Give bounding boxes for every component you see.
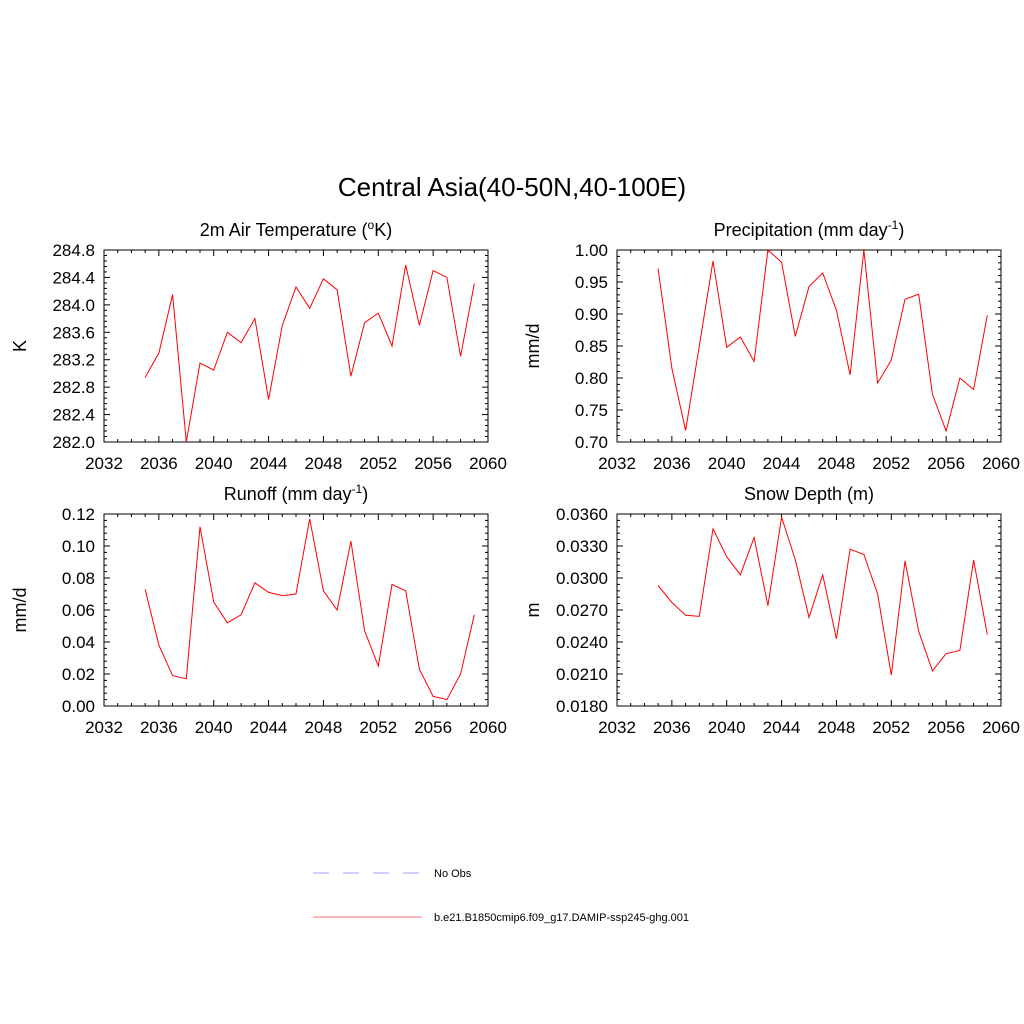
x-tick-label: 2052 xyxy=(359,454,397,473)
panel-title-text: Snow Depth (m) xyxy=(744,484,874,504)
x-tick-label: 2040 xyxy=(708,718,746,737)
y-tick-label: 0.0240 xyxy=(556,633,608,652)
panels: 2032 2036 2040 2044 2048 2052 2056 2060 282.0 282… xyxy=(10,218,1020,737)
x-tick-label: 2056 xyxy=(927,718,965,737)
series-line xyxy=(144,518,475,701)
series-line xyxy=(657,248,988,433)
y-tick-label: 0.0300 xyxy=(556,569,608,588)
x-tick-label: 2052 xyxy=(359,718,397,737)
y-tick-label: 0.00 xyxy=(62,697,95,716)
series-line xyxy=(657,517,988,676)
y-tick-label: 283.6 xyxy=(52,323,95,342)
y-tick-label: 0.70 xyxy=(575,433,608,452)
panel-title-suffix: K) xyxy=(374,220,392,240)
panel-title-suffix: ) xyxy=(362,484,368,504)
x-tick-label: 2036 xyxy=(653,718,691,737)
y-tick-label: 284.0 xyxy=(52,296,95,315)
x-tick-label: 2060 xyxy=(982,454,1020,473)
x-tick-label: 2040 xyxy=(195,454,233,473)
y-tick-label: 0.0180 xyxy=(556,697,608,716)
panel-0: 2032 2036 2040 2044 2048 2052 2056 2060 282.0 282… xyxy=(10,218,507,473)
x-tick-label: 2048 xyxy=(818,718,856,737)
x-tick-label: 2036 xyxy=(653,454,691,473)
panel-title-text: Runoff (mm day xyxy=(224,484,352,504)
y-tick-label: 283.2 xyxy=(52,351,95,370)
y-axis-label: m xyxy=(523,603,543,618)
panel-title: 2m Air Temperature (oK) xyxy=(200,218,392,240)
x-tick-label: 2044 xyxy=(250,718,288,737)
y-axis-label: mm/d xyxy=(523,324,543,369)
panel-title-suffix: ) xyxy=(898,220,904,240)
y-tick-label: 284.8 xyxy=(52,241,95,260)
x-tick-label: 2044 xyxy=(763,718,801,737)
plot-frame xyxy=(103,249,489,443)
x-tick-label: 2052 xyxy=(872,718,910,737)
x-tick-label: 2052 xyxy=(872,454,910,473)
y-tick-label: 0.08 xyxy=(62,569,95,588)
y-tick-label: 0.04 xyxy=(62,633,95,652)
y-tick-label: 0.12 xyxy=(62,505,95,524)
y-tick-label: 0.0210 xyxy=(556,665,608,684)
y-tick-label: 0.0270 xyxy=(556,601,608,620)
panel-title-superscript: o xyxy=(368,218,375,232)
panel-title-superscript: -1 xyxy=(888,218,899,232)
x-tick-label: 2032 xyxy=(598,718,636,737)
panel-title-text: 2m Air Temperature ( xyxy=(200,220,368,240)
x-tick-label: 2044 xyxy=(763,454,801,473)
y-tick-label: 0.80 xyxy=(575,369,608,388)
y-tick-label: 0.02 xyxy=(62,665,95,684)
x-tick-label: 2056 xyxy=(927,454,965,473)
x-tick-label: 2036 xyxy=(140,454,178,473)
x-tick-label: 2048 xyxy=(305,454,343,473)
x-tick-label: 2060 xyxy=(469,454,507,473)
y-axis-label: mm/d xyxy=(10,588,30,633)
panel-2: 2032 2036 2040 2044 2048 2052 2056 2060 0.00 0.02… xyxy=(10,482,507,737)
plot-frame xyxy=(103,513,489,707)
x-tick-label: 2060 xyxy=(982,718,1020,737)
x-tick-label: 2032 xyxy=(85,718,123,737)
y-tick-label: 0.0360 xyxy=(556,505,608,524)
y-tick-label: 0.06 xyxy=(62,601,95,620)
x-tick-label: 2040 xyxy=(195,718,233,737)
y-tick-label: 282.0 xyxy=(52,433,95,452)
x-tick-label: 2048 xyxy=(818,454,856,473)
series-line xyxy=(144,264,475,443)
legend-label: No Obs xyxy=(434,868,472,880)
legend-label: b.e21.B1850cmip6.f09_g17.DAMIP-ssp245-gh… xyxy=(434,912,689,924)
panel-title: Snow Depth (m) xyxy=(744,484,874,504)
y-tick-label: 0.0330 xyxy=(556,537,608,556)
x-tick-label: 2060 xyxy=(469,718,507,737)
legend: No Obs b.e21.B1850cmip6.f09_g17.DAMIP-ssp… xyxy=(313,868,689,924)
panel-title-superscript: -1 xyxy=(352,482,363,496)
panel-1: 2032 2036 2040 2044 2048 2052 2056 2060 0.70 0.75… xyxy=(523,218,1020,473)
y-tick-label: 0.10 xyxy=(62,537,95,556)
y-tick-label: 0.85 xyxy=(575,337,608,356)
x-tick-label: 2048 xyxy=(305,718,343,737)
panel-title: Runoff (mm day-1) xyxy=(224,482,368,504)
y-tick-label: 0.90 xyxy=(575,305,608,324)
y-tick-label: 0.75 xyxy=(575,401,608,420)
x-tick-label: 2040 xyxy=(708,454,746,473)
plot-frame xyxy=(616,249,1002,443)
figure-title: Central Asia(40-50N,40-100E) xyxy=(338,172,686,202)
x-tick-label: 2036 xyxy=(140,718,178,737)
y-tick-label: 282.4 xyxy=(52,406,95,425)
panel-title: Precipitation (mm day-1) xyxy=(714,218,905,240)
panel-title-text: Precipitation (mm day xyxy=(714,220,888,240)
x-tick-label: 2032 xyxy=(85,454,123,473)
y-tick-label: 284.4 xyxy=(52,268,95,287)
y-axis-label: K xyxy=(10,340,30,352)
x-tick-label: 2056 xyxy=(414,454,452,473)
x-tick-label: 2032 xyxy=(598,454,636,473)
plot-frame xyxy=(616,513,1002,707)
x-tick-label: 2056 xyxy=(414,718,452,737)
x-tick-label: 2044 xyxy=(250,454,288,473)
panel-3: 2032 2036 2040 2044 2048 2052 2056 2060 0.0180 0.… xyxy=(523,484,1020,737)
y-tick-label: 0.95 xyxy=(575,273,608,292)
y-tick-label: 1.00 xyxy=(575,241,608,260)
y-tick-label: 282.8 xyxy=(52,378,95,397)
